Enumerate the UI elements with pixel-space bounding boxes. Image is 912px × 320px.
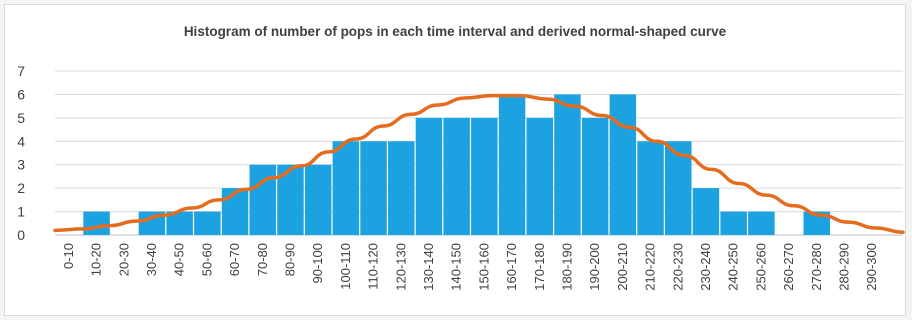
bar [720,211,747,235]
bar [498,94,526,235]
x-tick-label: 110-120 [366,243,381,290]
x-tick-label: 40-50 [172,243,187,276]
bars [83,94,830,235]
bar [388,141,415,235]
x-tick-label: 10-20 [89,243,104,276]
x-tick-label: 170-180 [532,243,547,291]
x-tick-label: 200-210 [615,243,630,291]
x-tick-label: 120-130 [393,243,408,291]
bar [471,117,498,235]
x-tick-label: 230-240 [698,243,713,291]
x-tick-label: 290-300 [864,243,879,291]
bar [194,211,221,235]
x-tick-label: 90-100 [310,243,325,283]
y-axis-ticks: 0 1 2 3 4 5 6 7 [17,63,25,243]
bar [83,211,110,235]
x-tick-label: 240-250 [726,243,741,291]
y-tick-label: 1 [17,204,25,220]
y-tick-label: 7 [17,63,25,79]
x-tick-label: 130-140 [421,243,436,291]
x-tick-label: 70-80 [255,243,270,276]
bar [637,141,664,235]
bar [581,117,609,235]
x-tick-label: 210-220 [643,243,658,291]
y-tick-label: 6 [17,86,25,102]
bar [332,141,360,235]
curve-layer [53,93,905,234]
bar [304,164,332,235]
x-tick-label: 220-230 [670,243,685,291]
bar [554,94,581,235]
x-tick-label: 30-40 [144,243,159,276]
bar [443,117,470,235]
normal-curve [53,93,905,234]
x-tick-label: 160-170 [504,243,519,291]
x-tick-label: 140-150 [449,243,464,291]
x-tick-label: 80-90 [282,243,297,276]
chart-frame: Histogram of number of pops in each time… [4,4,906,316]
y-tick-label: 4 [17,133,25,149]
x-tick-label: 150-160 [476,243,491,291]
y-tick-label: 0 [17,227,25,243]
x-tick-label: 50-60 [199,243,214,276]
bar [166,211,193,235]
chart-title: Histogram of number of pops in each time… [184,24,727,39]
x-tick-label: 270-280 [809,243,824,291]
x-tick-label: 20-30 [116,243,131,276]
y-tick-label: 2 [17,180,25,196]
x-tick-label: 280-290 [836,243,851,291]
bar [609,94,637,235]
x-axis-ticks: 0-10 10-20 20-30 30-40 40-50 50-60 60-70 70-80 8… [61,243,879,291]
bar [803,211,830,235]
x-tick-label: 60-70 [227,243,242,276]
bar [692,188,720,235]
bar [221,188,249,235]
histogram-chart: Histogram of number of pops in each time… [17,24,905,291]
y-tick-label: 3 [17,157,25,173]
x-tick-label: 190-200 [587,243,602,291]
bar [526,117,553,235]
bar [415,117,443,235]
bar [748,211,775,235]
y-tick-label: 5 [17,110,25,126]
x-tick-label: 0-10 [61,243,76,269]
bar [138,211,166,235]
bar [360,141,387,235]
bar [249,164,276,235]
x-tick-label: 100-110 [338,243,353,290]
x-tick-label: 180-190 [559,243,574,291]
x-tick-label: 250-260 [753,243,768,291]
x-tick-label: 260-270 [781,243,796,291]
